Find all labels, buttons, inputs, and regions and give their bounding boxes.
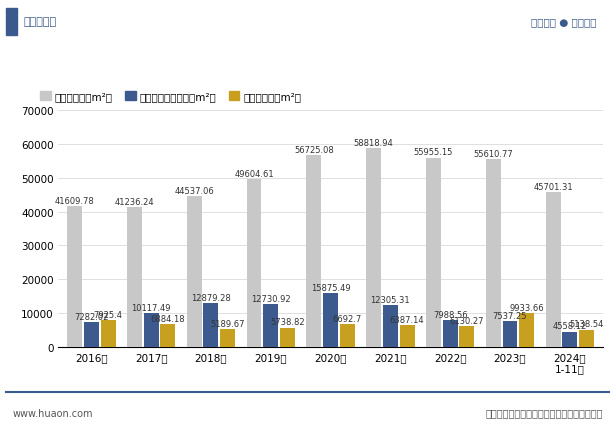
- Bar: [101, 320, 116, 347]
- Text: 7537.25: 7537.25: [493, 311, 527, 320]
- Bar: [579, 330, 594, 347]
- Bar: [247, 180, 261, 347]
- Bar: [426, 158, 441, 347]
- Text: 7282.02: 7282.02: [74, 312, 108, 321]
- Text: 44537.06: 44537.06: [174, 187, 214, 196]
- Text: 4558.12: 4558.12: [553, 322, 587, 331]
- Bar: [161, 324, 175, 347]
- Bar: [204, 304, 218, 347]
- Text: 45701.31: 45701.31: [533, 183, 573, 192]
- Text: 55955.15: 55955.15: [414, 148, 453, 157]
- Bar: [67, 207, 82, 347]
- Bar: [562, 332, 577, 347]
- Text: 6387.14: 6387.14: [390, 316, 424, 325]
- Text: 数据来源：国家统计局，华经产业研究院整理: 数据来源：国家统计局，华经产业研究院整理: [485, 408, 603, 417]
- Bar: [486, 159, 501, 347]
- Text: 55610.77: 55610.77: [474, 149, 513, 158]
- Bar: [459, 326, 474, 347]
- Text: 6692.7: 6692.7: [333, 314, 362, 323]
- Bar: [502, 322, 517, 347]
- Text: 12305.31: 12305.31: [371, 296, 410, 305]
- Bar: [366, 149, 381, 347]
- Legend: 施工面积（万m²）, 新开工施工面积（万m²）, 竣工面积（万m²）: 施工面积（万m²）, 新开工施工面积（万m²）, 竣工面积（万m²）: [36, 88, 306, 106]
- Text: 华经情报网: 华经情报网: [23, 17, 57, 27]
- Text: 10117.49: 10117.49: [132, 303, 171, 312]
- Text: 9933.66: 9933.66: [509, 303, 544, 312]
- Bar: [127, 208, 142, 347]
- Text: 12879.28: 12879.28: [191, 294, 231, 302]
- Text: 6130.27: 6130.27: [450, 317, 484, 325]
- Bar: [400, 325, 415, 347]
- Text: 58818.94: 58818.94: [354, 138, 394, 147]
- Text: www.huaon.com: www.huaon.com: [12, 408, 93, 417]
- Bar: [6, 9, 17, 36]
- Bar: [519, 314, 534, 347]
- Bar: [340, 325, 355, 347]
- Bar: [187, 197, 202, 347]
- Text: 41236.24: 41236.24: [114, 198, 154, 207]
- Text: 49604.61: 49604.61: [234, 170, 274, 178]
- Bar: [144, 313, 159, 347]
- Bar: [280, 328, 295, 347]
- Text: 5738.82: 5738.82: [270, 318, 305, 327]
- Text: 7988.56: 7988.56: [433, 310, 467, 319]
- Text: 7925.4: 7925.4: [93, 310, 122, 319]
- Bar: [263, 304, 278, 347]
- Text: 5189.67: 5189.67: [210, 320, 245, 328]
- Text: 41609.78: 41609.78: [55, 196, 95, 205]
- Bar: [383, 305, 398, 347]
- Bar: [443, 320, 458, 347]
- Bar: [546, 193, 560, 347]
- Bar: [220, 330, 235, 347]
- Bar: [323, 294, 338, 347]
- Text: 2016-2024年11月浙江省房地产施工及竣工面积: 2016-2024年11月浙江省房地产施工及竣工面积: [165, 56, 450, 74]
- Text: 15875.49: 15875.49: [311, 283, 351, 292]
- Text: 专业严谨 ● 客观科学: 专业严谨 ● 客观科学: [531, 17, 597, 27]
- Bar: [306, 155, 321, 347]
- Bar: [84, 322, 99, 347]
- Text: 5138.54: 5138.54: [569, 320, 604, 328]
- Text: 12730.92: 12730.92: [251, 294, 290, 303]
- Text: 6884.18: 6884.18: [151, 314, 185, 323]
- Text: 56725.08: 56725.08: [294, 145, 334, 154]
